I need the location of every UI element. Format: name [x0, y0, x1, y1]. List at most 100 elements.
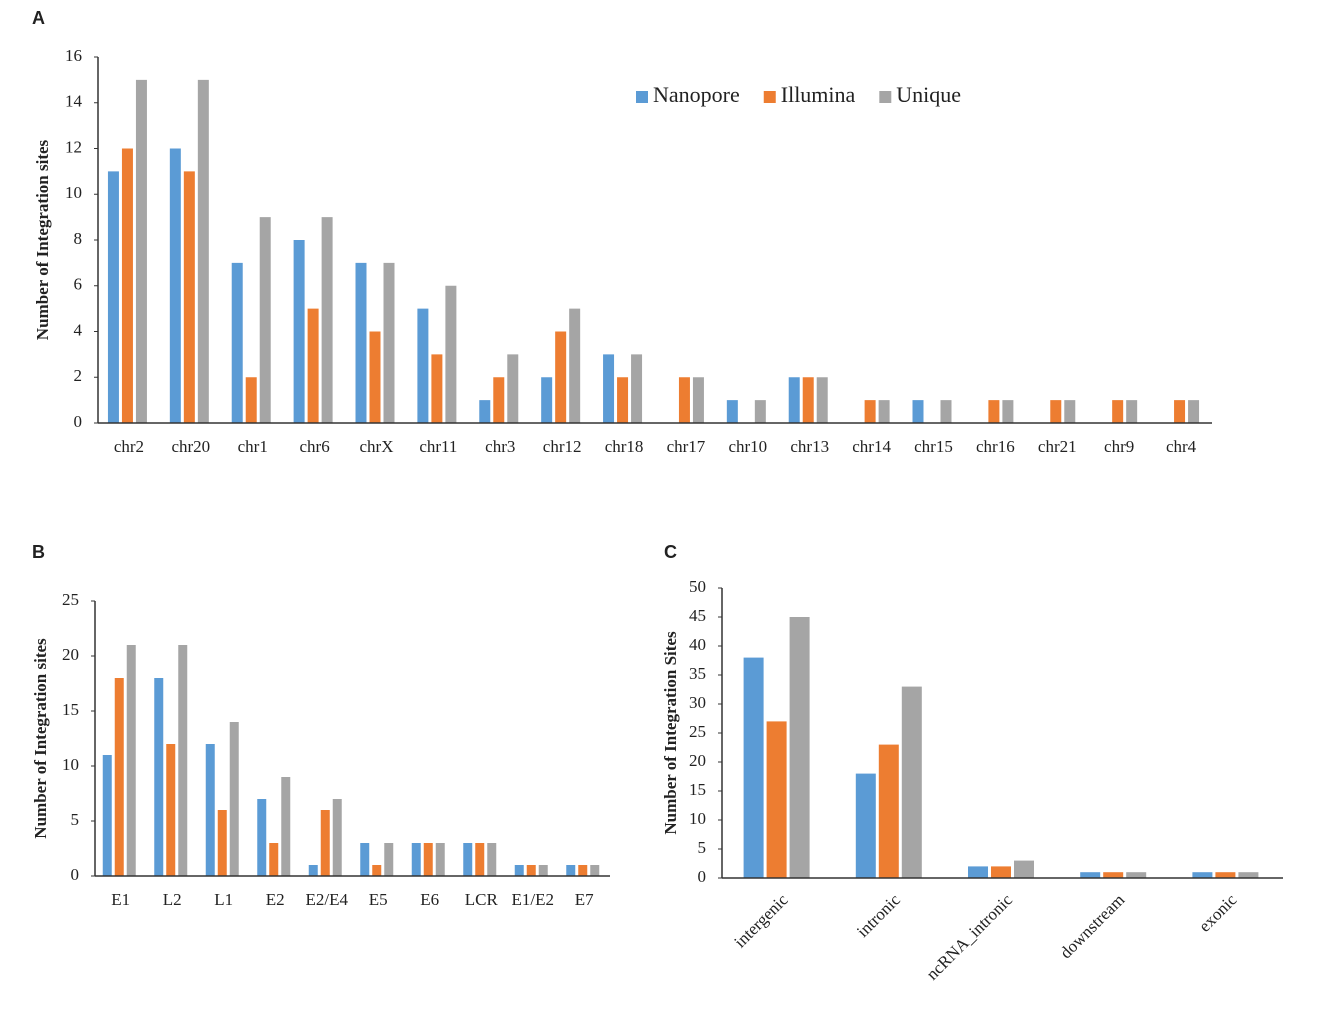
bar [816, 377, 828, 423]
bar [121, 148, 133, 423]
bar [231, 262, 243, 423]
bar [475, 843, 485, 876]
x-tick-label: L1 [214, 890, 233, 909]
x-tick-label: chr9 [1104, 437, 1134, 456]
bar [245, 377, 257, 423]
bar [617, 377, 629, 423]
legend-label: Illumina [781, 82, 856, 107]
bar [217, 810, 227, 876]
bar [1080, 872, 1101, 878]
bar [229, 722, 239, 876]
y-tick-label: 4 [74, 320, 83, 339]
bar [257, 799, 267, 876]
bar [1126, 400, 1138, 423]
x-tick-label: chr11 [419, 437, 457, 456]
bar [493, 377, 505, 423]
y-tick-label: 0 [71, 865, 80, 884]
y-tick-label: 35 [689, 664, 706, 683]
y-tick-label: 15 [62, 700, 79, 719]
y-tick-label: 25 [689, 722, 706, 741]
y-tick-label: 25 [62, 590, 79, 609]
bar [754, 400, 766, 423]
y-tick-label: 10 [65, 183, 82, 202]
bar [383, 262, 395, 423]
bar [802, 377, 814, 423]
bar [988, 400, 1000, 423]
x-tick-label: chrX [360, 437, 394, 456]
bar [332, 799, 342, 876]
bar [1050, 400, 1062, 423]
y-axis-title: Number of Integration sites [33, 139, 52, 340]
bar [1126, 872, 1147, 878]
bar [940, 400, 952, 423]
legend-swatch [636, 91, 648, 103]
legend-label: Unique [896, 82, 961, 107]
bar [991, 866, 1011, 878]
bar [1215, 872, 1236, 878]
bar [166, 744, 176, 876]
bar [1192, 872, 1213, 878]
bar [411, 843, 421, 876]
bar [590, 865, 600, 876]
x-tick-label: E7 [575, 890, 594, 909]
bar [126, 645, 136, 876]
bar [205, 744, 215, 876]
panel-label: C [664, 542, 677, 562]
bar [487, 843, 497, 876]
x-tick-label: chr20 [171, 437, 210, 456]
bar [307, 308, 319, 423]
x-tick-label: chr1 [238, 437, 268, 456]
y-tick-label: 30 [689, 693, 706, 712]
x-tick-label: downstream [1056, 890, 1128, 962]
y-tick-label: 50 [689, 577, 706, 596]
y-tick-label: 10 [689, 809, 706, 828]
bar [692, 377, 704, 423]
x-tick-label: L2 [163, 890, 182, 909]
y-axis-title: Number of Integration Sites [661, 631, 680, 835]
bar [372, 865, 382, 876]
y-tick-label: 0 [698, 867, 707, 886]
bar [178, 645, 188, 876]
bar [321, 217, 333, 423]
bar [114, 678, 124, 876]
bar [766, 721, 787, 878]
bar [507, 354, 519, 423]
x-tick-label: E5 [369, 890, 388, 909]
bar [1014, 860, 1034, 878]
x-tick-label: intergenic [730, 890, 792, 952]
bar [1174, 400, 1186, 423]
bar [1103, 872, 1124, 878]
x-tick-label: chr21 [1038, 437, 1077, 456]
x-tick-label: chr3 [485, 437, 515, 456]
bar [864, 400, 876, 423]
bar [384, 843, 394, 876]
bar [417, 308, 429, 423]
x-tick-label: chr10 [728, 437, 767, 456]
bar [555, 331, 567, 423]
x-tick-label: exonic [1195, 890, 1241, 936]
bar [788, 377, 800, 423]
bar [259, 217, 271, 423]
x-tick-label: chr18 [605, 437, 644, 456]
y-tick-label: 10 [62, 755, 79, 774]
x-tick-label: LCR [465, 890, 499, 909]
y-tick-label: 15 [689, 780, 706, 799]
x-tick-label: chr4 [1166, 437, 1197, 456]
bar [431, 354, 443, 423]
y-tick-label: 0 [74, 412, 83, 431]
bar [631, 354, 643, 423]
y-tick-label: 40 [689, 635, 706, 654]
bar [154, 678, 164, 876]
bar [355, 262, 367, 423]
bar [107, 171, 119, 423]
panel-label: A [32, 8, 45, 28]
bar [281, 777, 291, 876]
y-tick-label: 12 [65, 137, 82, 156]
bar [1064, 400, 1076, 423]
bar [435, 843, 445, 876]
legend-swatch [763, 91, 776, 103]
bar [369, 331, 381, 423]
bar [743, 657, 764, 878]
bar [1188, 400, 1200, 423]
